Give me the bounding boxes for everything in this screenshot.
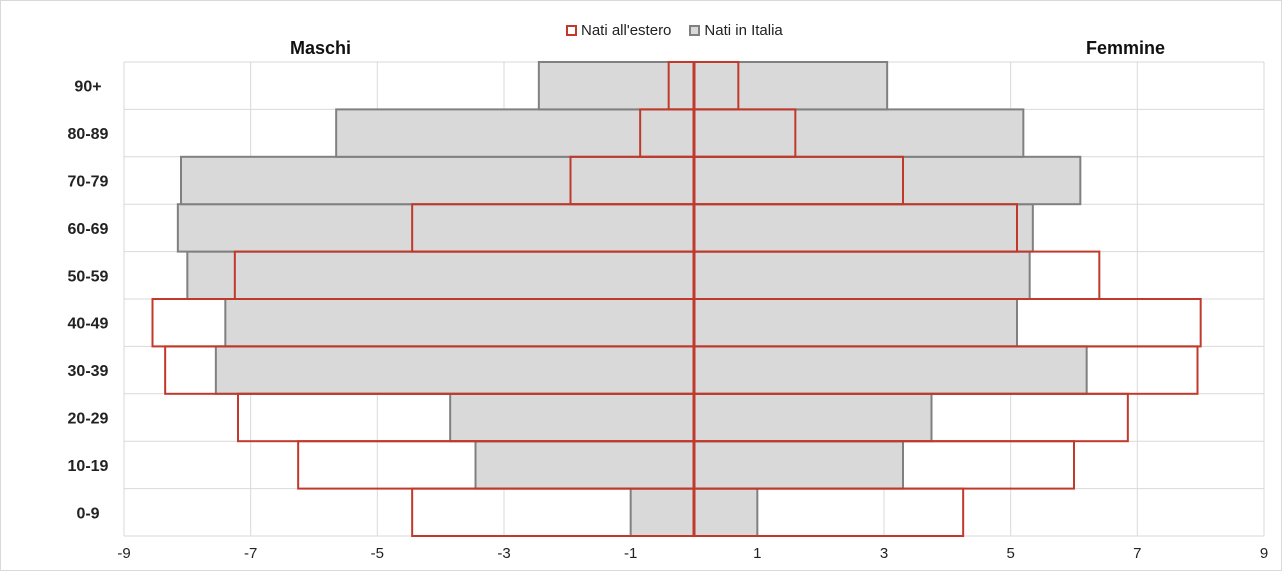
bar-italia-male — [474, 440, 695, 490]
legend-swatch-estero — [566, 25, 577, 36]
bar-italia-male — [176, 203, 696, 253]
x-tick-label: -1 — [624, 545, 637, 562]
bar-italia-female — [693, 440, 904, 490]
x-tick-label: 5 — [1006, 545, 1014, 562]
category-label: 80-89 — [68, 126, 109, 143]
bar-italia-male — [629, 487, 696, 538]
legend-item-italia: Nati in Italia — [689, 22, 783, 39]
category-label: 70-79 — [68, 174, 109, 191]
legend-label-italia: Nati in Italia — [704, 22, 783, 39]
category-label: 60-69 — [68, 221, 109, 238]
category-label: 50-59 — [68, 268, 109, 285]
bar-italia-female — [693, 298, 1018, 348]
x-tick-label: 3 — [880, 545, 888, 562]
bar-italia-female — [693, 345, 1088, 395]
x-tick-label: -5 — [371, 545, 384, 562]
bar-italia-female — [693, 392, 933, 443]
category-label: 10-19 — [68, 458, 109, 475]
bar-italia-male — [180, 155, 695, 206]
bar-italia-female — [693, 108, 1025, 158]
bar-italia-male — [214, 345, 695, 395]
bar-italia-female — [693, 61, 889, 111]
category-label: 0-9 — [76, 505, 99, 522]
x-tick-label: -3 — [497, 545, 510, 562]
x-tick-label: -9 — [117, 545, 130, 562]
bar-italia-male — [224, 298, 695, 348]
bar-italia-male — [449, 392, 695, 443]
category-label: 30-39 — [68, 363, 109, 380]
category-label: 40-49 — [68, 316, 109, 333]
bar-italia-female — [693, 155, 1082, 206]
x-tick-label: 1 — [753, 545, 761, 562]
x-tick-label: 9 — [1260, 545, 1268, 562]
bar-italia-male — [537, 61, 695, 111]
side-title-left: Maschi — [290, 38, 352, 58]
legend-swatch-italia — [689, 25, 701, 36]
bar-italia-female — [693, 203, 1034, 253]
legend-label-estero: Nati all'estero — [581, 22, 672, 39]
category-label: 90+ — [74, 79, 101, 96]
legend: Nati all'estero Nati in Italia — [566, 22, 783, 39]
x-tick-label: -7 — [244, 545, 257, 562]
bar-italia-male — [186, 250, 695, 301]
bar-italia-female — [693, 487, 759, 538]
category-label: 20-29 — [68, 411, 109, 428]
bar-italia-female — [693, 250, 1031, 301]
legend-item-estero: Nati all'estero — [566, 22, 671, 39]
x-tick-label: 7 — [1133, 545, 1141, 562]
side-title-right: Femmine — [1086, 38, 1166, 58]
